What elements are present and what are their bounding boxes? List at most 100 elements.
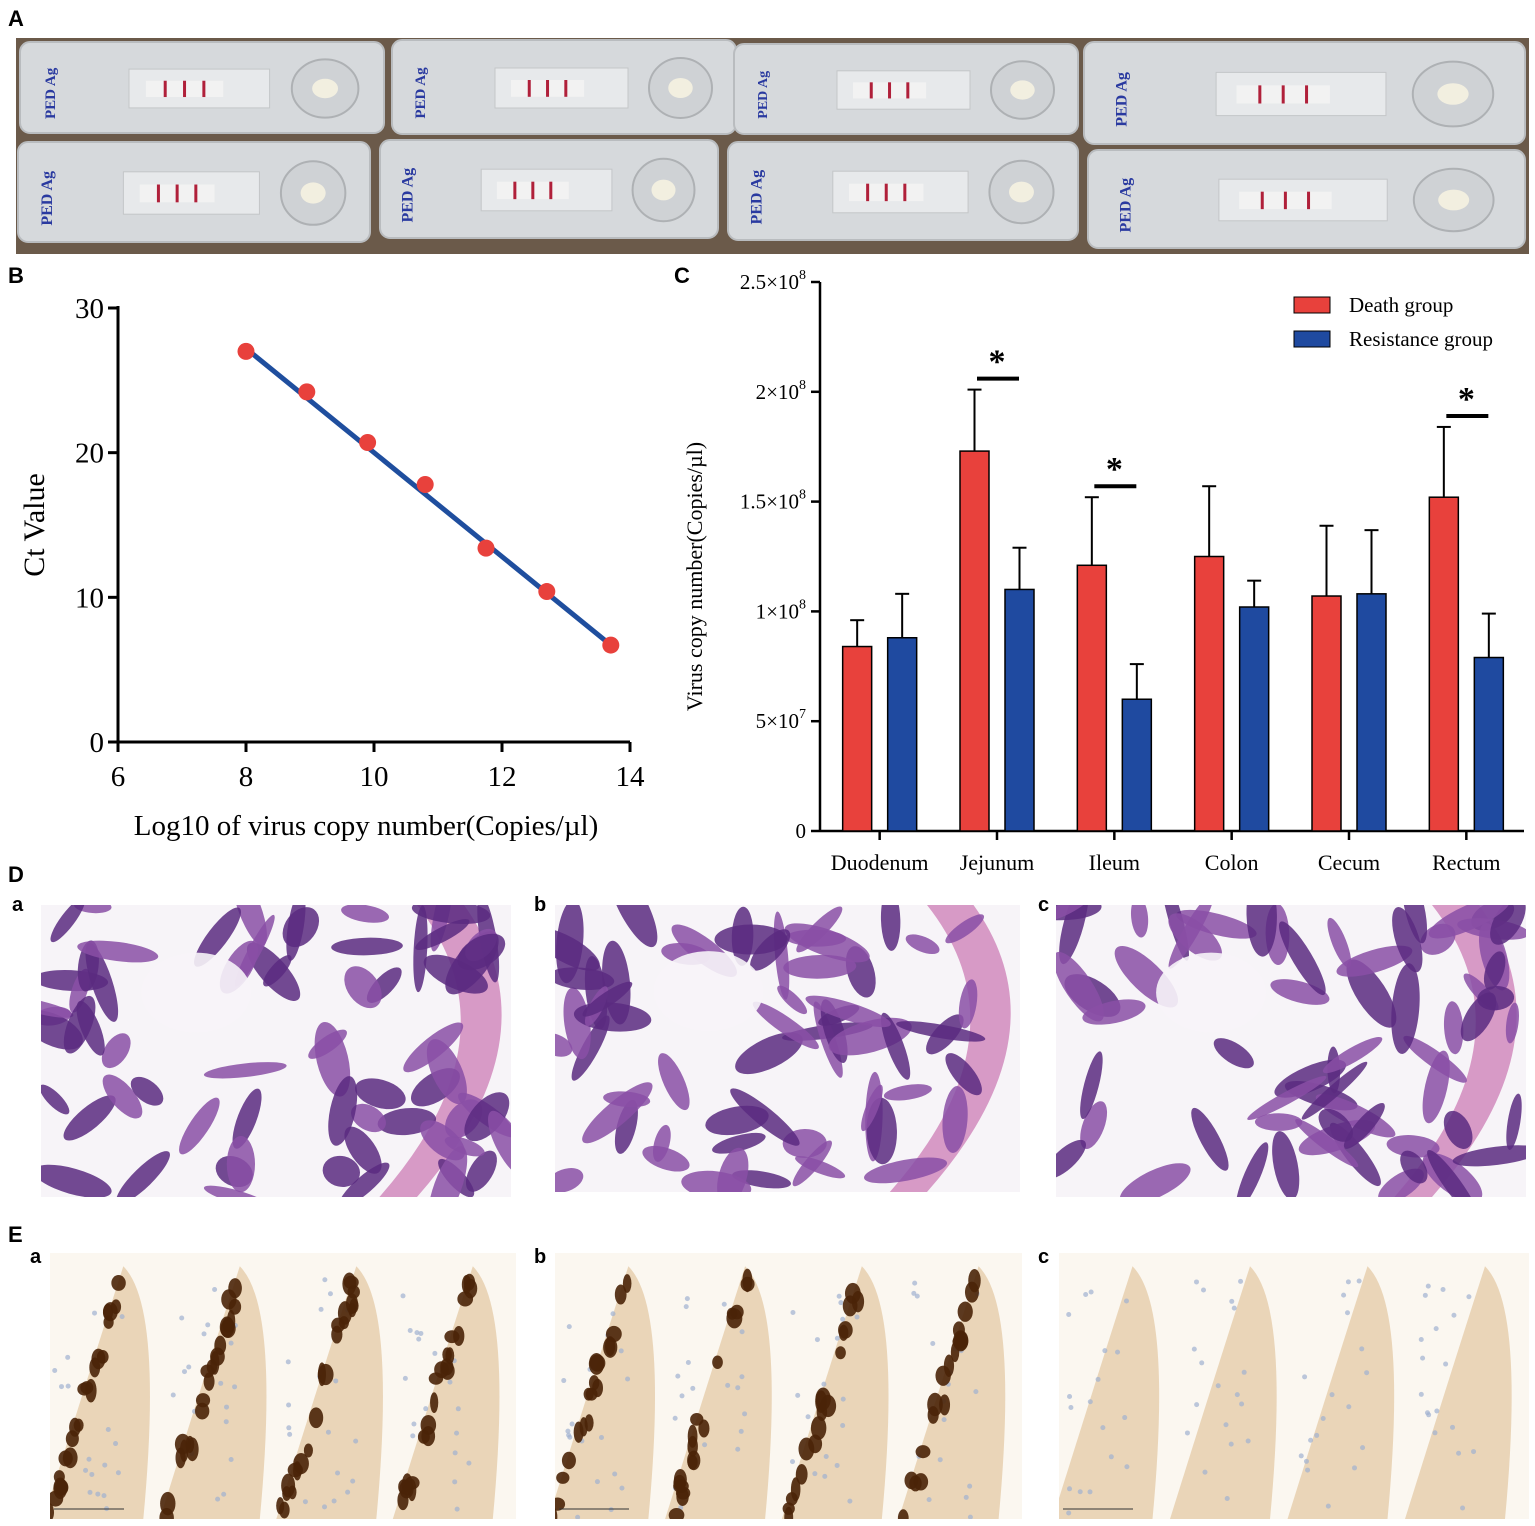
nucleus (285, 1359, 291, 1365)
villus (286, 905, 306, 961)
positive-stain (589, 1354, 606, 1372)
control-line (866, 183, 870, 202)
nucleus (318, 1306, 324, 1312)
bar-resistance (1004, 588, 1035, 832)
villus (1490, 905, 1526, 945)
test-strip: PED Ag (727, 141, 1079, 241)
nucleus (119, 1314, 125, 1320)
sample-pad (1438, 189, 1470, 211)
nucleus (1066, 1311, 1072, 1317)
nucleus (1124, 1464, 1130, 1470)
nucleus (432, 1350, 438, 1356)
villus (63, 1095, 116, 1141)
villus (328, 1076, 358, 1146)
nucleus (1329, 1392, 1335, 1398)
ihc-image-b (555, 1253, 1022, 1519)
villus (420, 1120, 466, 1161)
test-line (549, 181, 553, 200)
nucleus (402, 1375, 408, 1381)
nucleus (1100, 1425, 1106, 1431)
villus (1427, 1149, 1479, 1197)
nucleus (1201, 1287, 1207, 1293)
positive-stain (343, 1275, 359, 1289)
villus (1318, 1108, 1353, 1142)
nucleus (721, 1301, 727, 1307)
nucleus (345, 1489, 351, 1495)
test-strip-photo: PED Ag PED Ag PED Ag PED Ag PED Ag PED Ag PED … (16, 38, 1529, 254)
positive-stain (573, 1421, 584, 1443)
nucleus (454, 1430, 460, 1436)
villus (355, 1078, 406, 1110)
villus (1405, 1266, 1512, 1519)
nucleus (1102, 1348, 1108, 1354)
villus (556, 905, 584, 984)
villus (1191, 1107, 1229, 1171)
villus (652, 1124, 671, 1162)
villus (1213, 1038, 1254, 1069)
test-line (888, 82, 892, 99)
villus (263, 955, 292, 987)
positive-stain (953, 1330, 969, 1352)
nucleus (823, 1454, 829, 1460)
nucleus (1345, 1279, 1351, 1285)
chart-c-legend: Death group Resistance group (1293, 293, 1493, 351)
lumen (653, 951, 764, 1032)
positive-stain (288, 1485, 297, 1500)
nucleus (840, 1423, 846, 1429)
villus (50, 905, 86, 943)
positive-stain (303, 1443, 313, 1458)
nucleus (742, 1411, 748, 1417)
positive-stain (89, 1357, 101, 1378)
nucleus (1325, 1503, 1331, 1509)
nucleus (1434, 1408, 1440, 1414)
villus (555, 1032, 573, 1057)
nucleus (608, 1507, 614, 1513)
villus (179, 1097, 220, 1155)
villus (41, 1084, 70, 1115)
villus (1080, 1051, 1103, 1120)
nucleus (286, 1402, 292, 1408)
villus (1346, 959, 1397, 1028)
nucleus (1239, 1401, 1245, 1407)
nucleus (418, 1330, 424, 1336)
test-strip: PED Ag (17, 141, 371, 243)
nucleus (725, 1382, 731, 1388)
villus (116, 1151, 170, 1197)
positive-stain (957, 1301, 973, 1322)
nucleus (566, 1324, 572, 1330)
nucleus (795, 1392, 801, 1398)
significance-star: * (989, 344, 1006, 381)
nucleus (215, 1496, 221, 1502)
nucleus (973, 1389, 979, 1395)
nucleus (1346, 1404, 1352, 1410)
villus (864, 1157, 948, 1184)
villus (457, 933, 506, 971)
test-line (1307, 191, 1311, 210)
villus (1301, 1061, 1368, 1120)
villus (861, 1084, 883, 1132)
villus (777, 985, 808, 1015)
villus (1315, 1094, 1396, 1138)
data-point (359, 434, 377, 452)
test-line (906, 82, 910, 99)
villus (1477, 986, 1515, 1011)
data-point (237, 342, 255, 360)
nucleus (286, 1425, 292, 1431)
positive-stain (397, 1490, 409, 1511)
nucleus (834, 1462, 840, 1468)
villus (582, 981, 633, 1017)
sample-pad (300, 182, 326, 204)
villus (102, 1074, 143, 1119)
x-tick-label: 10 (360, 761, 389, 793)
nucleus (322, 1277, 328, 1283)
nucleus (1456, 1450, 1462, 1456)
villus (1056, 1139, 1086, 1179)
nucleus (201, 1331, 207, 1337)
villus (1402, 905, 1428, 944)
strip-label: PED Ag (1114, 72, 1131, 127)
nucleus (414, 1330, 420, 1336)
chart-c-bars (841, 388, 1505, 832)
nucleus (1420, 1355, 1426, 1361)
positive-stain (842, 1295, 858, 1317)
data-point (477, 539, 495, 557)
